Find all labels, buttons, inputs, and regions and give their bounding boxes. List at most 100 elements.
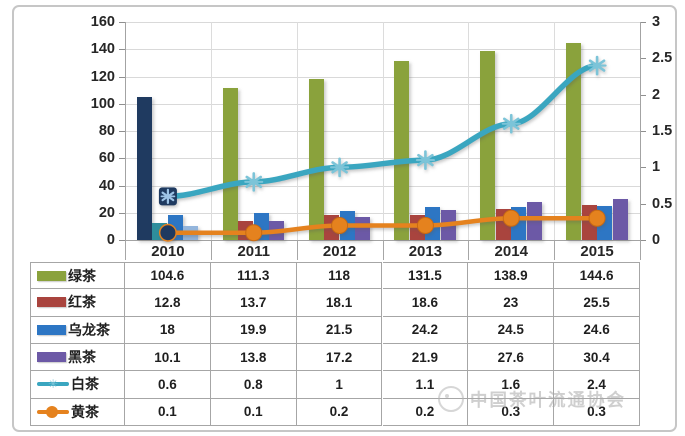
right-axis-tick [640, 167, 646, 169]
table-value-cell-黄茶-2014: 0.3 [468, 398, 555, 426]
bar-绿茶-2013 [394, 60, 410, 240]
right-axis-tick [640, 58, 646, 60]
table-value-cell-乌龙茶-2011: 19.9 [210, 316, 297, 344]
table-value-cell-黑茶-2013: 21.9 [382, 344, 469, 372]
table-value-cell-白茶-2010: 0.6 [125, 371, 211, 399]
x-axis-category-separator [640, 240, 641, 260]
legend-label-绿茶: 绿茶 [68, 267, 96, 284]
legend-marker-icon [46, 405, 58, 418]
legend-label-红茶: 红茶 [68, 294, 96, 311]
marker-circle-icon-黄茶 [588, 209, 606, 227]
table-value-cell-白茶-2011: 0.8 [210, 371, 297, 399]
table-legend-cell-乌龙茶: 乌龙茶 [30, 316, 125, 344]
right-axis-tick-label: 0 [652, 232, 661, 248]
left-axis-tick-label: 160 [90, 14, 115, 30]
bar-黑茶-2015 [612, 198, 628, 240]
table-value-cell-乌龙茶-2013: 24.2 [382, 316, 469, 344]
table-value-cell-白茶-2014: 1.6 [468, 371, 555, 399]
x-axis-category-separator [468, 240, 470, 260]
marker-circle-icon-黄茶 [245, 224, 263, 242]
table-legend-cell-黄茶: 黄茶 [30, 398, 125, 426]
table-value-cell-黑茶-2015: 30.4 [554, 344, 640, 372]
left-axis-tick-label: 0 [106, 232, 115, 248]
bar-绿茶-2010 [136, 97, 152, 240]
legend-label-乌龙茶: 乌龙茶 [68, 321, 110, 338]
table-value-cell-黑茶-2012: 17.2 [296, 344, 383, 372]
table-value-cell-绿茶-2013: 131.5 [382, 262, 469, 290]
table-legend-cell-红茶: 红茶 [30, 289, 125, 317]
x-axis-label-2013: 2013 [408, 243, 443, 260]
bar-黑茶-2012 [355, 216, 371, 240]
table-value-cell-红茶-2015: 25.5 [554, 289, 640, 317]
table-legend-cell-黑茶: 黑茶 [30, 344, 125, 372]
bar-绿茶-2014 [480, 50, 496, 240]
right-axis-tick [640, 203, 646, 205]
x-axis-category-separator [382, 240, 384, 260]
left-axis-tick-label: 40 [98, 177, 115, 194]
marker-circle-icon-黄茶 [416, 216, 434, 234]
left-axis-tick-label: 80 [98, 123, 115, 139]
x-axis-label-2012: 2012 [322, 243, 357, 260]
line-白茶 [165, 62, 600, 200]
table-value-cell-黄茶-2012: 0.2 [296, 398, 383, 426]
left-axis-tick [119, 212, 125, 214]
x-axis-category-separator [125, 240, 126, 260]
marker-circle-icon-黄茶 [160, 225, 176, 241]
right-axis-tick [640, 94, 646, 96]
x-axis-label-2011: 2011 [237, 243, 271, 260]
right-axis-tick-label: 1.5 [652, 123, 673, 139]
left-axis-tick [119, 49, 125, 51]
x-axis-category-separator [554, 240, 556, 260]
bar-绿茶-2012 [308, 79, 324, 240]
legend-marker-icon: ✳ [47, 377, 59, 392]
plot-gridline-vertical [382, 22, 384, 240]
plot-gridline-vertical [554, 22, 556, 240]
table-value-cell-绿茶-2015: 144.6 [554, 262, 640, 290]
table-value-cell-红茶-2010: 12.8 [125, 289, 211, 317]
left-axis-tick [119, 103, 125, 105]
table-value-cell-白茶-2015: 2.4 [554, 371, 640, 399]
right-axis-tick [640, 240, 646, 241]
left-axis-tick-label: 60 [98, 150, 115, 167]
x-axis-category-separator [296, 240, 298, 260]
bar-绿茶-2011 [222, 88, 238, 240]
x-axis-line [125, 240, 641, 241]
line-黄茶 [165, 215, 600, 235]
right-axis-tick-label: 1 [652, 159, 661, 176]
table-legend-cell-绿茶: 绿茶 [30, 262, 125, 290]
left-axis-tick [119, 240, 125, 241]
table-value-cell-黑茶-2010: 10.1 [125, 344, 211, 372]
x-axis-label-2015: 2015 [580, 243, 614, 260]
left-axis-tick [119, 22, 125, 23]
table-value-cell-黄茶-2010: 0.1 [125, 398, 211, 426]
bar-绿茶-2015 [566, 42, 582, 240]
left-axis-tick [119, 158, 125, 160]
right-axis-tick-label: 2 [652, 86, 661, 103]
x-axis-label-2010: 2010 [151, 243, 185, 260]
table-value-cell-红茶-2013: 18.6 [382, 289, 469, 317]
right-axis-tick [640, 131, 646, 132]
table-value-cell-乌龙茶-2012: 21.5 [296, 316, 383, 344]
legend-label-黄茶: 黄茶 [71, 403, 99, 420]
plot-gridline-vertical [210, 22, 212, 240]
legend-swatch-icon-红茶 [37, 297, 66, 308]
table-value-cell-黑茶-2011: 13.8 [210, 344, 297, 372]
table-value-cell-绿茶-2010: 104.6 [125, 262, 211, 290]
table-value-cell-黄茶-2013: 0.2 [382, 398, 469, 426]
marker-circle-icon-黄茶 [502, 209, 520, 227]
x-axis-category-separator [210, 240, 212, 260]
plot-gridline-vertical [640, 22, 641, 240]
left-axis-tick [119, 76, 125, 78]
table-legend-cell-白茶: ✳ 白茶 [30, 371, 125, 399]
legend-label-黑茶: 黑茶 [68, 349, 96, 366]
legend-line-stroke [37, 382, 69, 387]
left-axis-tick [119, 131, 125, 132]
table-value-cell-绿茶-2011: 111.3 [210, 262, 297, 290]
table-value-cell-红茶-2011: 13.7 [210, 289, 297, 317]
table-value-cell-红茶-2014: 23 [468, 289, 555, 317]
table-value-cell-绿茶-2012: 118 [296, 262, 383, 290]
left-axis-tick-label: 120 [90, 68, 115, 85]
